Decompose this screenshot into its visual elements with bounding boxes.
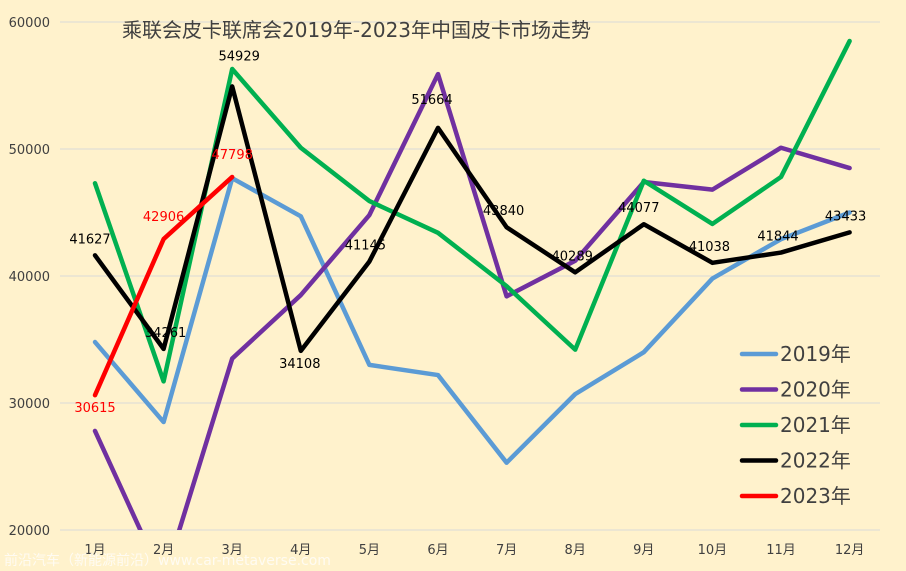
series-line-3: [92, 38, 852, 384]
x-tick-label: 6月: [427, 543, 448, 558]
data-label: 42906: [143, 210, 184, 225]
data-label: 41627: [69, 232, 110, 247]
x-tick-label: 5月: [359, 543, 380, 558]
legend: 2019年 2020年 2021年 2022年 2023年: [739, 342, 851, 508]
data-label: 43840: [483, 204, 524, 219]
y-tick-label: 40000: [9, 270, 50, 285]
data-label: 41145: [345, 238, 386, 253]
x-tick-label: 3月: [222, 543, 243, 558]
legend-label: 2021年: [780, 413, 851, 437]
data-label: 40289: [552, 249, 593, 264]
data-label: 43433: [825, 209, 866, 224]
data-label: 41844: [757, 230, 798, 245]
data-label: 30615: [74, 401, 115, 416]
x-tick-label: 4月: [290, 543, 311, 558]
x-tick-label: 11月: [766, 543, 796, 558]
series-line-1: [92, 175, 852, 465]
data-label: 34108: [279, 357, 320, 372]
data-label: 54929: [219, 49, 260, 64]
series-line-4: [92, 84, 852, 354]
data-label: 51664: [411, 93, 452, 108]
x-tick-label: 10月: [698, 543, 728, 558]
series-line-2: [92, 71, 852, 530]
chart-title: 乘联会皮卡联席会2019年-2023年中国皮卡市场走势: [122, 18, 591, 42]
gridlines: [60, 21, 880, 531]
data-label: 41038: [689, 240, 730, 255]
x-tick-label: 2月: [153, 543, 174, 558]
y-axis-ticks: 20000 30000 40000 50000 60000: [9, 16, 50, 539]
y-tick-label: 60000: [9, 16, 50, 31]
legend-label: 2022年: [780, 449, 851, 473]
series-line-5: [92, 174, 235, 398]
legend-label: 2020年: [780, 378, 851, 402]
data-label: 47798: [212, 148, 253, 163]
legend-label: 2019年: [780, 342, 851, 366]
x-tick-label: 1月: [84, 543, 105, 558]
data-labels: 41627 34261 54929 34108 41145 51664 43840 40289…: [69, 49, 866, 416]
x-tick-label: 8月: [565, 543, 586, 558]
x-axis-ticks: 1月 2月 3月 4月 5月 6月 7月 8月 9月 10月 11月 12月: [84, 543, 864, 558]
series-lines: [92, 38, 852, 530]
y-tick-label: 30000: [9, 397, 50, 412]
legend-label: 2023年: [780, 484, 851, 508]
data-label: 34261: [145, 326, 186, 341]
x-tick-label: 7月: [496, 543, 517, 558]
watermark: 前沿汽车（新能源前沿）www.car-metaverse.com: [4, 552, 331, 569]
y-tick-label: 20000: [9, 524, 50, 539]
x-tick-label: 12月: [835, 543, 865, 558]
data-label: 44077: [618, 201, 659, 216]
x-tick-label: 9月: [633, 543, 654, 558]
y-tick-label: 50000: [9, 143, 50, 158]
